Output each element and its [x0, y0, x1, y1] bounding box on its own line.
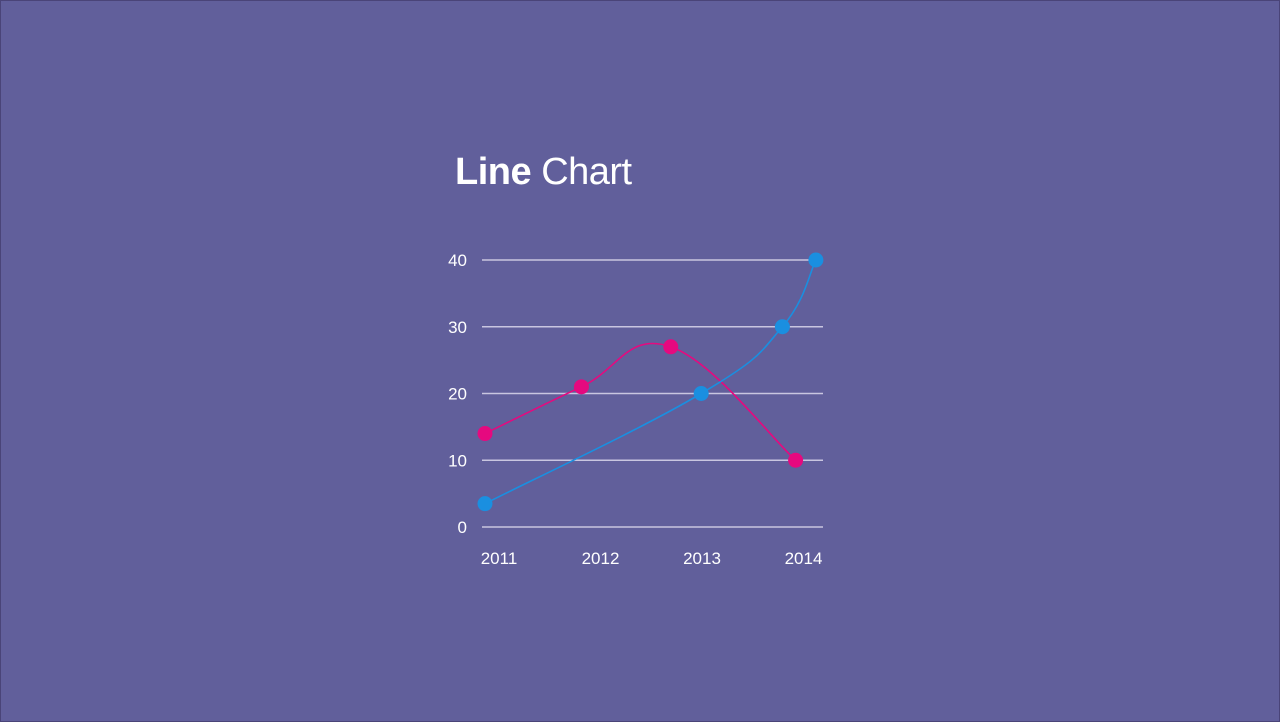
series-group — [477, 252, 824, 512]
series-2-point-2 — [693, 386, 709, 401]
x-tick-label-2013: 2013 — [683, 549, 721, 568]
x-axis-ticks: 2011 2012 2013 2014 — [481, 549, 823, 568]
chart-title: Line Chart — [455, 151, 632, 194]
y-tick-label-10: 10 — [448, 451, 467, 470]
chart-title-bold: Line — [455, 151, 532, 193]
series-1-point-1 — [477, 426, 493, 442]
y-tick-label-20: 20 — [448, 385, 467, 404]
series-1-point-4 — [788, 452, 804, 468]
x-tick-label-2012: 2012 — [582, 549, 620, 568]
series-2-point-1 — [477, 496, 493, 512]
y-axis-ticks: 0 10 20 30 40 — [448, 251, 467, 537]
chart-title-normal: Chart — [541, 151, 632, 193]
series-2-point-4 — [808, 252, 824, 268]
series-2-point-3 — [774, 319, 790, 335]
series-1-point-2 — [573, 379, 589, 395]
series-1-point-3 — [663, 339, 679, 355]
grid-lines — [482, 259, 823, 528]
x-tick-label-2014: 2014 — [785, 549, 823, 568]
x-tick-label-2011: 2011 — [481, 549, 518, 568]
series-2-line — [484, 259, 817, 505]
series-1-line — [484, 342, 797, 461]
y-tick-label-30: 30 — [448, 318, 467, 337]
y-tick-label-40: 40 — [448, 251, 467, 270]
y-tick-label-0: 0 — [458, 518, 467, 537]
